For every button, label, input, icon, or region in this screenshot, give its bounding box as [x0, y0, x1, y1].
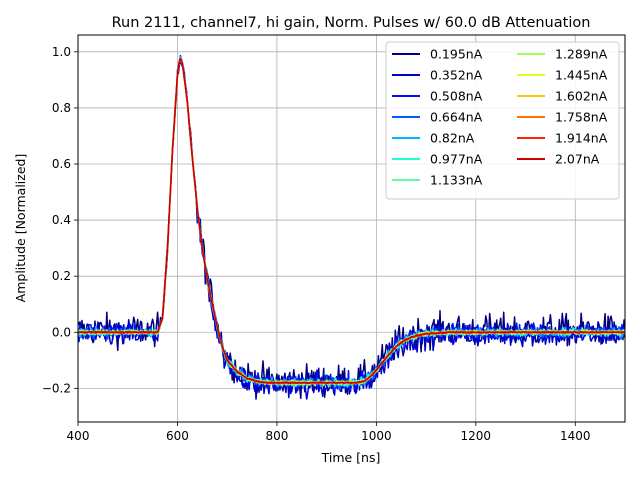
x-tick-label: 1200 [461, 429, 492, 443]
legend-label: 1.133nA [430, 173, 483, 188]
legend-label: 0.195nA [430, 47, 483, 62]
legend-label: 2.07nA [555, 152, 600, 167]
legend-box [385, 41, 620, 200]
legend-label: 0.82nA [430, 131, 475, 146]
y-axis-ticks: −0.2 0.0 0.2 0.4 0.6 0.8 1.0 [42, 45, 78, 395]
y-tick-label: 0.0 [52, 325, 71, 339]
legend-label: 1.445nA [555, 68, 608, 83]
legend-label: 1.914nA [555, 131, 608, 146]
plot-frame [77, 34, 626, 423]
series-line-2.07nA [77, 57, 626, 385]
x-tick-label: 400 [67, 429, 90, 443]
legend-label: 1.758nA [555, 110, 608, 125]
legend-label: 0.508nA [430, 89, 483, 104]
x-axis-ticks: 400 600 800 1000 1200 1400 [67, 422, 591, 443]
y-tick-label: 0.2 [52, 269, 71, 283]
x-tick-label: 1400 [560, 429, 591, 443]
chart-title: Run 2111, channel7, hi gain, Norm. Pulse… [112, 15, 591, 31]
legend-label: 0.664nA [430, 110, 483, 125]
y-tick-label: 0.8 [52, 101, 71, 115]
x-tick-label: 1000 [361, 429, 392, 443]
plot-lines [77, 54, 626, 400]
x-tick-label: 600 [166, 429, 189, 443]
legend-label: 0.977nA [430, 152, 483, 167]
y-tick-label: −0.2 [42, 381, 71, 395]
legend-label: 1.289nA [555, 47, 608, 62]
y-tick-label: 0.6 [52, 157, 71, 171]
legend: 0.195nA 0.352nA 0.508nA 0.664nA 0.82nA 0.977n… [385, 41, 620, 200]
legend-label: 0.352nA [430, 68, 483, 83]
y-tick-label: 1.0 [52, 45, 71, 59]
y-axis-label: Amplitude [Normalized] [13, 154, 28, 303]
x-tick-label: 800 [265, 429, 288, 443]
legend-label: 1.602nA [555, 89, 608, 104]
y-tick-label: 0.4 [52, 213, 71, 227]
x-axis-label: Time [ns] [321, 450, 381, 465]
